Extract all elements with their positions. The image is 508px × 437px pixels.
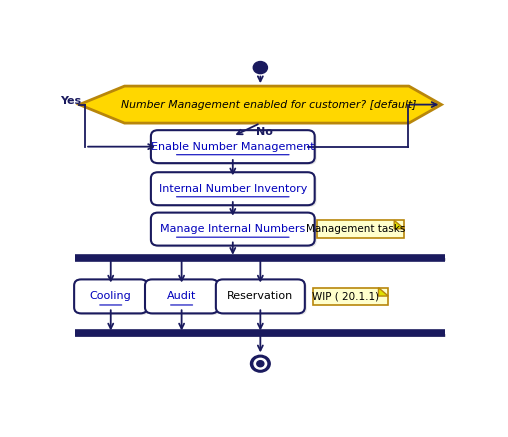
Text: Manage Internal Numbers: Manage Internal Numbers <box>0 436 1 437</box>
Text: Cooling: Cooling <box>0 436 1 437</box>
Circle shape <box>257 361 264 367</box>
FancyBboxPatch shape <box>153 214 316 247</box>
Circle shape <box>253 62 267 74</box>
Text: Cooling: Cooling <box>90 291 132 302</box>
FancyBboxPatch shape <box>313 288 388 305</box>
FancyBboxPatch shape <box>147 281 220 315</box>
Polygon shape <box>378 288 388 296</box>
Text: Internal Number Inventory: Internal Number Inventory <box>0 436 1 437</box>
FancyBboxPatch shape <box>74 279 147 313</box>
Text: Audit: Audit <box>0 436 1 437</box>
FancyBboxPatch shape <box>153 132 316 165</box>
Polygon shape <box>394 220 404 229</box>
FancyBboxPatch shape <box>151 213 314 246</box>
FancyBboxPatch shape <box>145 279 218 313</box>
Text: Internal Number Inventory: Internal Number Inventory <box>158 184 307 194</box>
FancyBboxPatch shape <box>216 279 305 313</box>
Text: Audit: Audit <box>167 291 196 302</box>
Text: Number Management enabled for customer? [default]: Number Management enabled for customer? … <box>120 100 416 110</box>
FancyBboxPatch shape <box>151 130 314 163</box>
FancyBboxPatch shape <box>153 174 316 207</box>
Text: Manage Internal Numbers: Manage Internal Numbers <box>160 224 305 234</box>
Circle shape <box>254 358 267 369</box>
Polygon shape <box>79 86 441 123</box>
Text: Enable Number Management: Enable Number Management <box>0 436 1 437</box>
Text: No: No <box>256 127 273 137</box>
Text: Management tasks: Management tasks <box>306 224 405 234</box>
Text: Reservation: Reservation <box>227 291 294 302</box>
FancyBboxPatch shape <box>318 220 404 238</box>
Text: Yes: Yes <box>60 96 81 106</box>
Text: WIP ( 20.1.1): WIP ( 20.1.1) <box>312 291 379 302</box>
FancyBboxPatch shape <box>76 281 149 315</box>
FancyBboxPatch shape <box>218 281 307 315</box>
Circle shape <box>250 355 270 372</box>
Text: Enable Number Management: Enable Number Management <box>151 142 314 152</box>
FancyBboxPatch shape <box>151 172 314 205</box>
